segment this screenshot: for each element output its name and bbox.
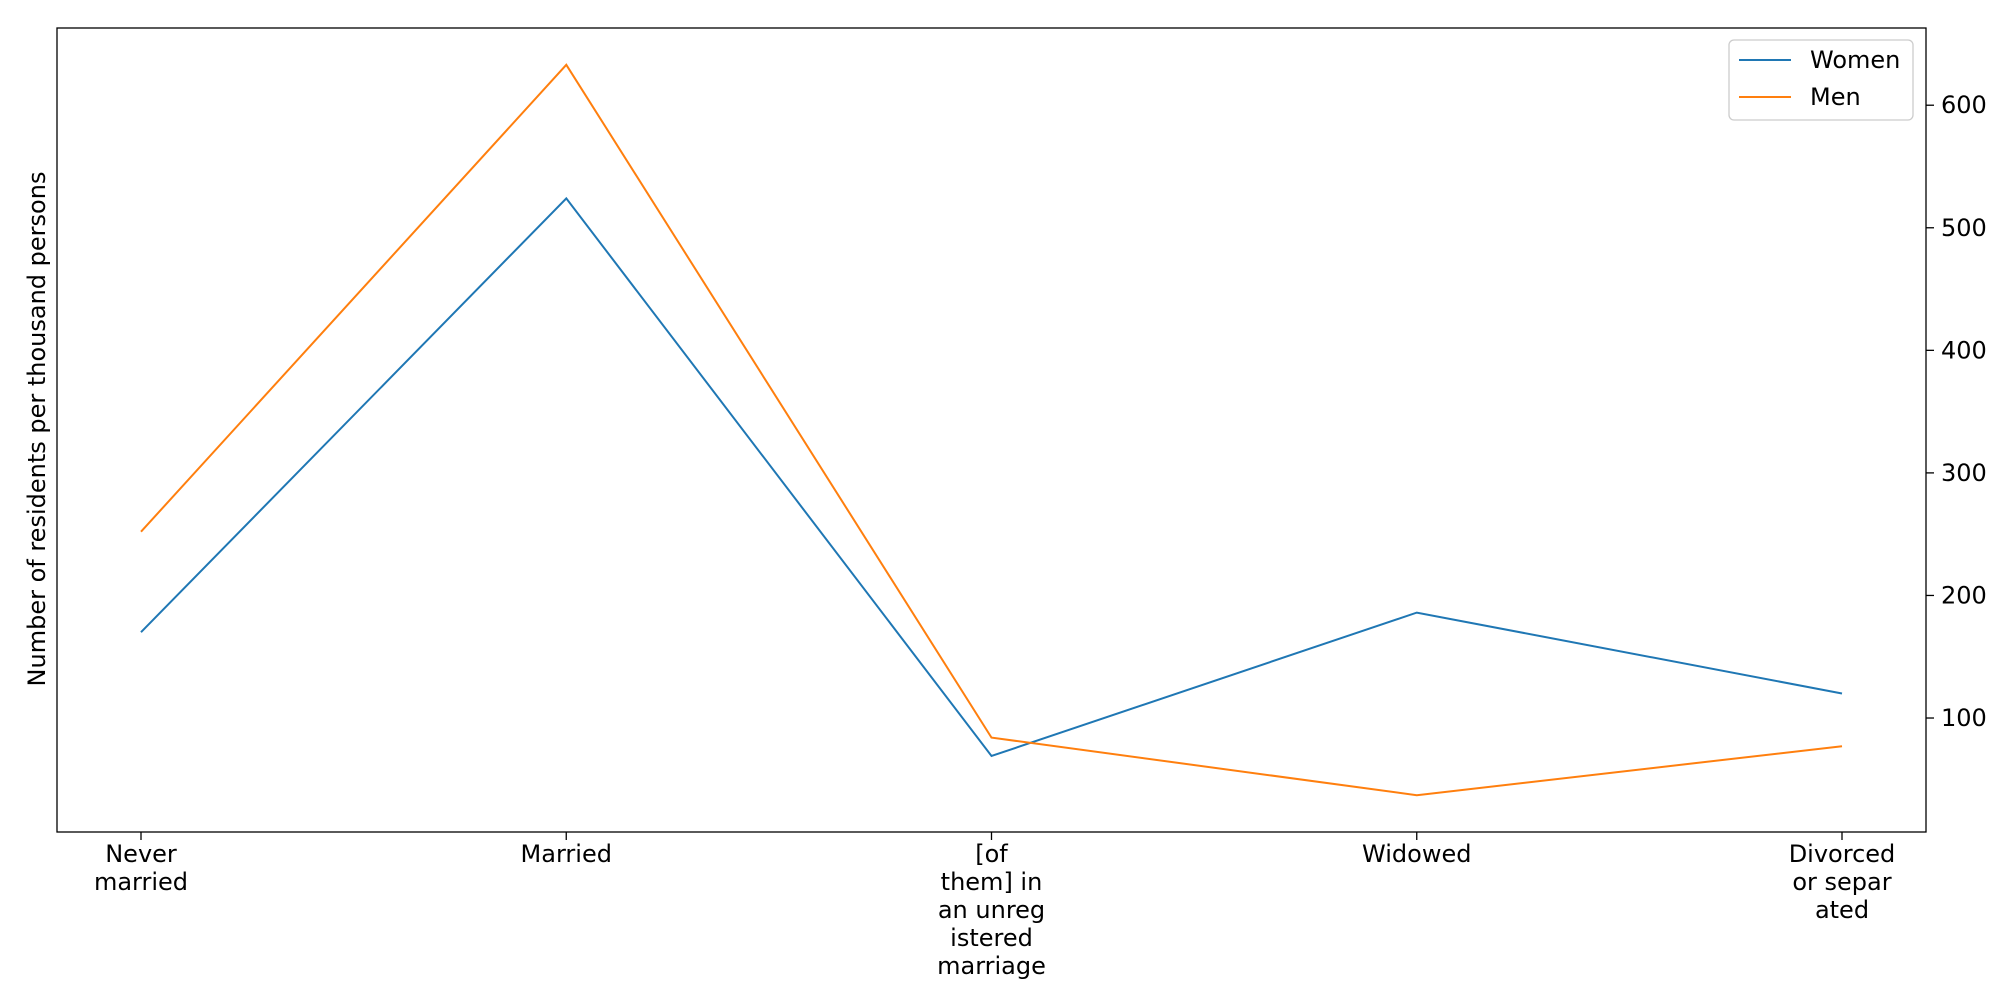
x-axis-ticks: Never married Married [of them] in an unreg is…: [94, 832, 1895, 980]
x-category-label: [of them] in an unreg istered marriage: [937, 840, 1046, 980]
x-category-label: Divorced or separ ated: [1789, 840, 1896, 924]
legend-label-men: Men: [1810, 83, 1861, 111]
plot-lines: [140, 63, 1843, 797]
y-tick-label: 200: [1941, 581, 1987, 609]
legend: Women Men: [1728, 39, 1914, 121]
x-category-label: Married: [521, 840, 612, 868]
y-tick-label: 600: [1941, 91, 1987, 119]
plot-frame: [56, 27, 1927, 833]
y-axis-ticks: 100 200 300 400 500 600: [1926, 91, 1987, 732]
x-category-label: Widowed: [1362, 840, 1471, 868]
y-tick-label: 300: [1941, 459, 1987, 487]
y-axis-label: Number of residents per thousand persons: [23, 172, 51, 687]
y-tick-label: 500: [1941, 214, 1987, 242]
y-tick-label: 400: [1941, 336, 1987, 364]
x-category-label: Never married: [94, 840, 188, 896]
series-line-men: [140, 63, 1843, 797]
legend-label-women: Women: [1810, 46, 1900, 74]
y-tick-label: 100: [1941, 704, 1987, 732]
series-line-women: [140, 196, 1843, 758]
